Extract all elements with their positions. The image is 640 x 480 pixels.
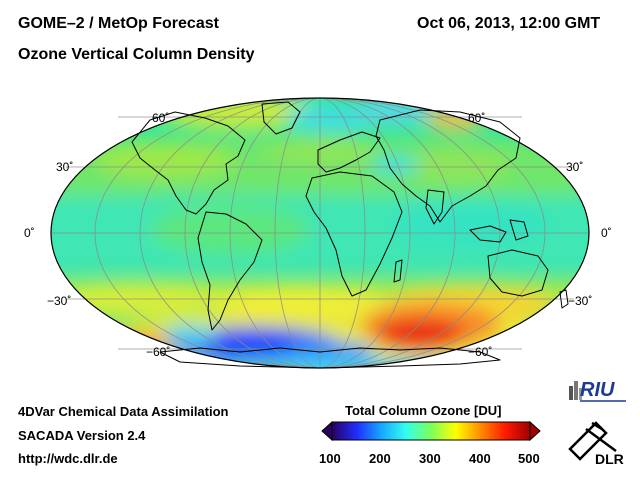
map-outline [50, 97, 590, 369]
dlr-logo: DLR [568, 421, 624, 467]
lat-label-60s-right: −60˚ [468, 345, 493, 359]
colorbar-tick: 500 [518, 451, 540, 466]
lat-label-30n-left: 30˚ [56, 160, 74, 174]
colorbar-high-arrow [529, 420, 541, 442]
colorbar-tick: 400 [469, 451, 491, 466]
riu-logo: RIU [569, 379, 626, 402]
lat-label-60n-left: 60˚ [152, 111, 170, 125]
method-label: 4DVar Chemical Data Assimilation [18, 404, 229, 419]
lat-label-60n-right: 60˚ [468, 111, 486, 125]
product-title: GOME–2 / MetOp Forecast [18, 15, 219, 32]
dlr-logo-text: DLR [595, 451, 624, 467]
colorbar-tick: 100 [319, 451, 341, 466]
riu-logo-text: RIU [580, 379, 615, 401]
product-subtitle: Ozone Vertical Column Density [18, 46, 255, 63]
lat-label-60s-left: −60˚ [146, 345, 171, 359]
website-link[interactable]: http://wdc.dlr.de [18, 451, 118, 466]
dlr-emblem-icon [568, 421, 617, 461]
lat-label-30s-right: −30˚ [568, 294, 593, 308]
lat-label-30n-right: 30˚ [566, 160, 584, 174]
version-label: SACADA Version 2.4 [18, 428, 146, 443]
lat-label-30s-left: −30˚ [47, 294, 72, 308]
lat-label-eq-left: 0˚ [24, 226, 35, 240]
colorbar-low-arrow [321, 420, 333, 442]
colorbar-tick: 300 [419, 451, 441, 466]
colorbar-tick: 200 [369, 451, 391, 466]
lat-label-eq-right: 0˚ [601, 226, 612, 240]
forecast-datetime: Oct 06, 2013, 12:00 GMT [417, 15, 601, 32]
colorbar [321, 420, 541, 442]
colorbar-gradient [331, 421, 531, 441]
colorbar-title: Total Column Ozone [DU] [345, 403, 502, 418]
